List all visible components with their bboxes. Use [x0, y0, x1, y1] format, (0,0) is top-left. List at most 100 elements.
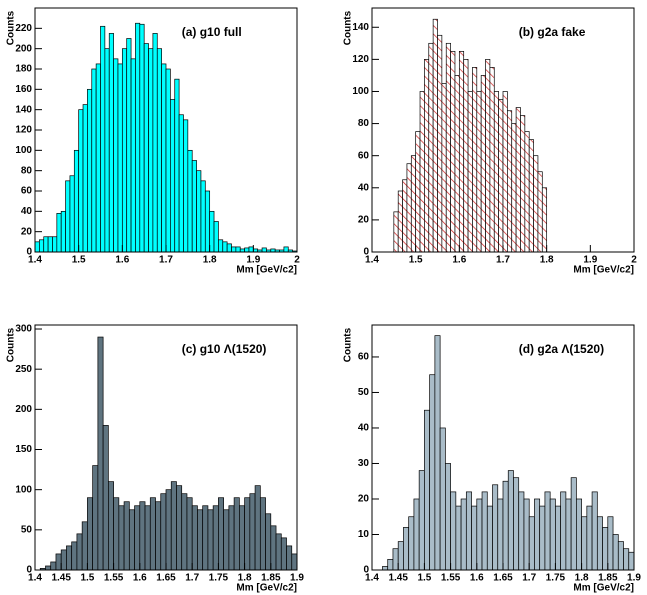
histogram-bar: [233, 497, 240, 571]
histogram-bar: [69, 175, 75, 253]
x-tick-label: 1.5: [72, 255, 86, 266]
y-tick-label: 60: [358, 352, 370, 363]
histogram-bar: [87, 88, 93, 253]
y-tick-label: 40: [358, 423, 370, 434]
y-axis-label: Counts: [6, 10, 17, 45]
x-axis-label: Mm [GeV/c2]: [236, 583, 297, 594]
histogram-bar: [204, 190, 211, 253]
histogram-bar: [480, 75, 486, 253]
histogram-bar: [275, 533, 282, 571]
histogram-bar: [118, 505, 125, 571]
histogram-bar: [78, 109, 84, 253]
histogram-bar: [39, 239, 45, 253]
histogram-bar: [128, 509, 135, 571]
x-tick-label: 1.65: [156, 573, 176, 584]
histogram-bar: [586, 505, 593, 571]
histogram-bar: [472, 67, 478, 253]
histogram-bar: [465, 491, 472, 571]
histogram-bar: [493, 91, 499, 253]
x-axis-label: Mm [GeV/c2]: [573, 265, 634, 276]
histogram-bar: [176, 485, 183, 571]
x-tick-label: 1.4: [28, 255, 42, 266]
histogram-bar: [73, 149, 80, 253]
histogram-bar: [270, 525, 277, 571]
y-tick-label: 0: [26, 247, 32, 258]
histogram-bar: [602, 527, 609, 571]
histogram-bar: [181, 493, 188, 571]
histogram-bar: [165, 489, 172, 571]
y-tick-label: 140: [352, 22, 369, 33]
y-tick-label: 200: [15, 43, 32, 54]
y-tick-label: 150: [15, 444, 32, 455]
histogram-bar: [226, 243, 232, 253]
y-axis-label: Counts: [6, 327, 17, 362]
histogram-bar: [43, 236, 49, 253]
histogram-bar: [549, 498, 556, 571]
x-tick-label: 1.55: [441, 573, 461, 584]
histogram-bar: [413, 498, 420, 571]
histogram-bar: [502, 480, 509, 571]
histogram-bar: [126, 38, 132, 253]
histogram-bar: [403, 527, 410, 571]
histogram-bar: [66, 545, 73, 571]
histogram-bar: [607, 516, 614, 571]
histogram-bar: [148, 48, 154, 253]
histogram-bar: [581, 516, 588, 571]
histogram-bar: [485, 59, 491, 253]
histogram-bar: [228, 505, 235, 571]
histogram-bar: [76, 533, 83, 571]
y-tick-label: 120: [15, 125, 32, 136]
histogram-bar: [170, 481, 177, 571]
x-tick-label: 1.7: [522, 573, 536, 584]
histogram-bar: [432, 18, 438, 253]
histogram-bar: [502, 91, 508, 253]
histogram-bar: [265, 513, 272, 571]
histogram-bar: [222, 241, 228, 253]
x-tick-label: 1.7: [185, 573, 199, 584]
histogram-bar: [143, 43, 149, 253]
histogram-bar: [533, 155, 539, 253]
histogram-bar: [200, 180, 206, 253]
histogram-bar: [523, 498, 530, 571]
histogram-bar: [149, 497, 156, 571]
histogram-bar: [520, 115, 526, 253]
histogram-bar: [467, 91, 473, 253]
histogram-bar: [402, 179, 408, 253]
histogram-bar: [47, 236, 53, 253]
x-tick-label: 1.7: [159, 255, 173, 266]
histogram-bar: [591, 491, 598, 571]
histogram-bar: [397, 541, 404, 571]
histogram-bar: [87, 497, 93, 571]
histogram-bar: [612, 534, 619, 571]
histogram-bar: [498, 99, 504, 253]
histogram-bar: [489, 67, 495, 253]
y-tick-label: 140: [15, 104, 32, 115]
y-tick-label: 20: [21, 226, 33, 237]
histogram-bar: [507, 110, 513, 253]
histogram-bar: [286, 545, 293, 571]
histogram-bar: [455, 505, 462, 571]
histogram-bar: [60, 549, 67, 571]
histogram-bar: [511, 123, 517, 253]
histogram-bar: [492, 484, 499, 571]
histogram-bar: [528, 516, 535, 571]
histogram-bar: [156, 48, 162, 253]
x-tick-label: 1.6: [452, 255, 466, 266]
histogram-bar: [223, 509, 230, 571]
histogram-bar: [212, 505, 219, 571]
x-tick-label: 1.75: [209, 573, 229, 584]
histogram-bar: [123, 501, 130, 571]
histogram-bar: [450, 491, 457, 571]
x-tick-label: 1.9: [246, 255, 260, 266]
histogram-bar: [60, 210, 66, 253]
x-tick-label: 1.65: [493, 573, 513, 584]
y-tick-label: 0: [363, 565, 369, 576]
histogram-bar: [239, 505, 245, 571]
x-tick-label: 1.8: [238, 573, 252, 584]
histogram-bar: [235, 246, 241, 253]
x-axis-label: Mm [GeV/c2]: [236, 265, 297, 276]
x-tick-label: 1.6: [470, 573, 484, 584]
histogram-bar: [135, 22, 141, 253]
y-tick-label: 200: [15, 404, 32, 415]
